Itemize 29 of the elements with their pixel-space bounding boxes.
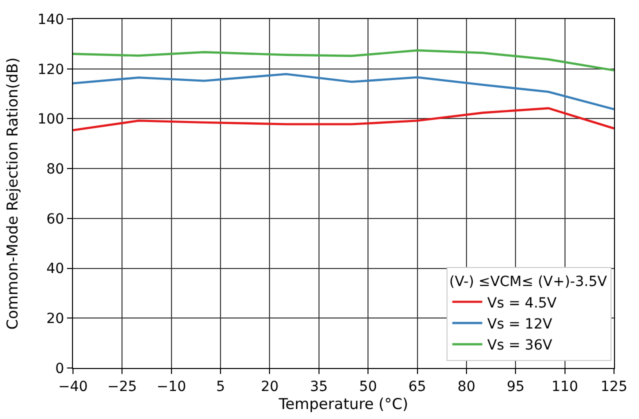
y-tick-label: 120 [37, 62, 64, 78]
line-series [73, 72, 614, 110]
y-tick-label: 100 [37, 112, 64, 128]
line-series [73, 107, 614, 132]
x-tick-label: 80 [458, 378, 476, 395]
x-tick-label: 20 [260, 378, 279, 395]
y-tick-label: 20 [46, 311, 64, 328]
x-tick-label: 50 [359, 378, 378, 395]
x-tick-label: 110 [551, 378, 578, 395]
y-tick-label: 0 [55, 360, 64, 377]
legend-title: (V-) ≤VCM≤ (V+)-3.5V [449, 274, 608, 290]
x-tick-label: 95 [506, 378, 525, 395]
line-series [73, 49, 614, 72]
x-tick-label: 65 [408, 378, 426, 395]
y-tick-label: 80 [46, 161, 64, 178]
x-axis-title: Temperature (°C) [278, 394, 408, 413]
x-tick-label: −10 [156, 378, 186, 395]
x-tick-label: −25 [107, 378, 137, 395]
x-tick-label: −40 [58, 378, 88, 395]
legend-label: Vs = 36V [487, 338, 553, 354]
y-tick-label: 60 [46, 211, 64, 228]
legend-label: Vs = 12V [487, 316, 553, 332]
y-axis-title: Common-Mode Rejection Ration(dB) [4, 57, 22, 330]
legend-label: Vs = 4.5V [487, 295, 558, 312]
x-tick-label: 125 [600, 378, 628, 395]
x-tick-label: 35 [310, 378, 328, 395]
x-tick-label: 5 [216, 378, 226, 395]
y-tick-label: 140 [37, 12, 64, 28]
y-tick-label: 40 [46, 261, 64, 278]
